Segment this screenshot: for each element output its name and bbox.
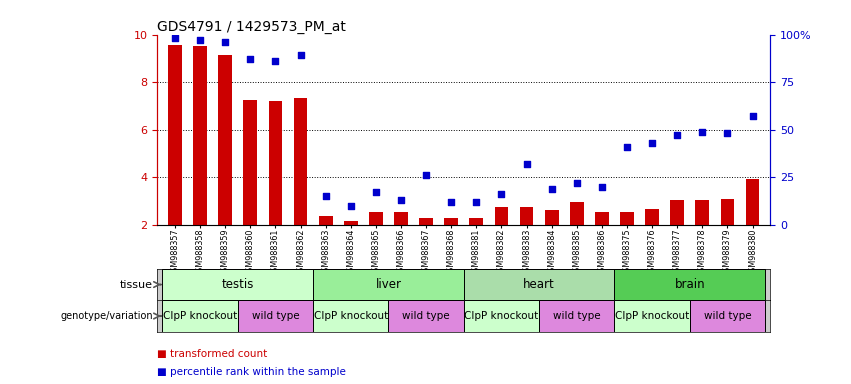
Bar <box>520 207 534 225</box>
Bar <box>721 199 734 225</box>
Bar <box>344 221 357 225</box>
Point <box>470 199 483 205</box>
Bar <box>420 217 433 225</box>
Point <box>545 185 558 192</box>
Bar <box>545 210 558 225</box>
Text: heart: heart <box>523 278 555 291</box>
Text: ■ transformed count: ■ transformed count <box>157 349 268 359</box>
Bar <box>388 300 464 332</box>
Text: wild type: wild type <box>252 311 300 321</box>
Point <box>294 52 307 58</box>
Point <box>269 58 283 64</box>
Bar <box>620 212 634 225</box>
Bar <box>163 269 313 300</box>
Bar <box>645 209 659 225</box>
Bar <box>444 217 458 225</box>
Text: brain: brain <box>675 278 705 291</box>
Point <box>243 56 257 62</box>
Text: testis: testis <box>221 278 254 291</box>
Point <box>745 113 759 119</box>
Text: wild type: wild type <box>403 311 450 321</box>
Bar <box>243 100 257 225</box>
Point <box>219 39 232 45</box>
Bar <box>319 216 333 225</box>
Point <box>420 172 433 178</box>
Point <box>721 130 734 136</box>
Bar <box>237 300 313 332</box>
Point <box>319 193 333 199</box>
Bar <box>540 300 614 332</box>
Point <box>595 184 608 190</box>
Text: ■ percentile rank within the sample: ■ percentile rank within the sample <box>157 367 346 377</box>
Point <box>695 128 709 134</box>
Point <box>520 161 534 167</box>
Point <box>369 189 383 195</box>
Point <box>620 144 634 150</box>
Text: wild type: wild type <box>553 311 601 321</box>
Bar <box>614 269 765 300</box>
Bar <box>269 101 283 225</box>
Text: genotype/variation: genotype/variation <box>60 311 153 321</box>
Bar <box>464 300 540 332</box>
Bar <box>394 212 408 225</box>
Point <box>494 191 508 197</box>
Text: ClpP knockout: ClpP knockout <box>615 311 689 321</box>
Bar <box>219 55 232 225</box>
Bar <box>163 300 237 332</box>
Text: GDS4791 / 1429573_PM_at: GDS4791 / 1429573_PM_at <box>157 20 346 33</box>
Bar <box>570 202 584 225</box>
Bar <box>168 45 182 225</box>
Bar <box>614 300 690 332</box>
Text: tissue: tissue <box>120 280 153 290</box>
Point <box>645 140 659 146</box>
Point <box>193 37 207 43</box>
Bar <box>193 46 207 225</box>
Text: ClpP knockout: ClpP knockout <box>314 311 388 321</box>
Text: wild type: wild type <box>704 311 751 321</box>
Bar <box>294 98 307 225</box>
Bar <box>695 200 709 225</box>
Bar <box>595 212 608 225</box>
Bar <box>464 269 614 300</box>
Point <box>168 35 182 41</box>
Text: ClpP knockout: ClpP knockout <box>465 311 539 321</box>
Point <box>344 203 357 209</box>
Bar <box>494 207 508 225</box>
Bar <box>313 269 464 300</box>
Bar <box>369 212 383 225</box>
Text: liver: liver <box>375 278 402 291</box>
Bar <box>313 300 388 332</box>
Point <box>570 180 584 186</box>
Point <box>671 132 684 138</box>
Bar <box>470 217 483 225</box>
Point <box>444 199 458 205</box>
Bar <box>690 300 765 332</box>
Bar <box>671 200 684 225</box>
Bar <box>745 179 759 225</box>
Point <box>394 197 408 203</box>
Text: ClpP knockout: ClpP knockout <box>163 311 237 321</box>
